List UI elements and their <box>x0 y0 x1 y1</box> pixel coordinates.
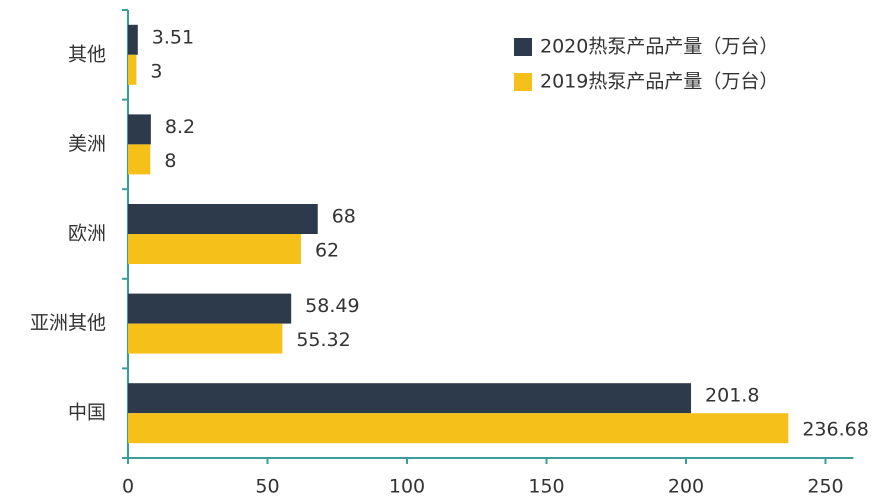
bar <box>128 204 318 234</box>
value-label: 236.68 <box>802 419 868 441</box>
legend-swatch <box>514 73 532 91</box>
value-label: 58.49 <box>305 295 359 317</box>
bar <box>128 114 151 145</box>
legend-label: 2020热泵产品产量（万台） <box>540 36 778 58</box>
value-label: 201.8 <box>705 385 759 407</box>
x-tick-label: 100 <box>389 476 425 498</box>
x-tick-label: 150 <box>528 476 564 498</box>
bar <box>128 54 137 85</box>
y-tick-label: 亚洲其他 <box>30 312 106 334</box>
x-tick-label: 200 <box>668 476 704 498</box>
value-label: 8 <box>164 150 176 172</box>
value-label: 62 <box>315 240 339 262</box>
value-label: 55.32 <box>296 329 350 351</box>
x-tick-label: 0 <box>122 476 134 498</box>
value-label: 3 <box>150 60 162 82</box>
bar <box>128 323 283 354</box>
bar <box>128 234 301 264</box>
bar <box>128 24 138 55</box>
value-label: 8.2 <box>165 116 195 138</box>
bar <box>128 413 789 444</box>
value-label: 3.51 <box>152 26 194 48</box>
value-label: 68 <box>332 206 356 228</box>
bar <box>128 144 151 175</box>
y-tick-label: 美洲 <box>68 133 106 155</box>
y-tick-label: 其他 <box>68 43 106 65</box>
legend-label: 2019热泵产品产量（万台） <box>540 71 778 93</box>
legend-swatch <box>514 38 532 56</box>
bar <box>128 383 692 414</box>
bar <box>128 293 292 324</box>
y-tick-label: 欧洲 <box>68 223 106 245</box>
x-tick-label: 250 <box>807 476 843 498</box>
y-tick-label: 中国 <box>68 402 106 424</box>
x-tick-label: 50 <box>255 476 279 498</box>
